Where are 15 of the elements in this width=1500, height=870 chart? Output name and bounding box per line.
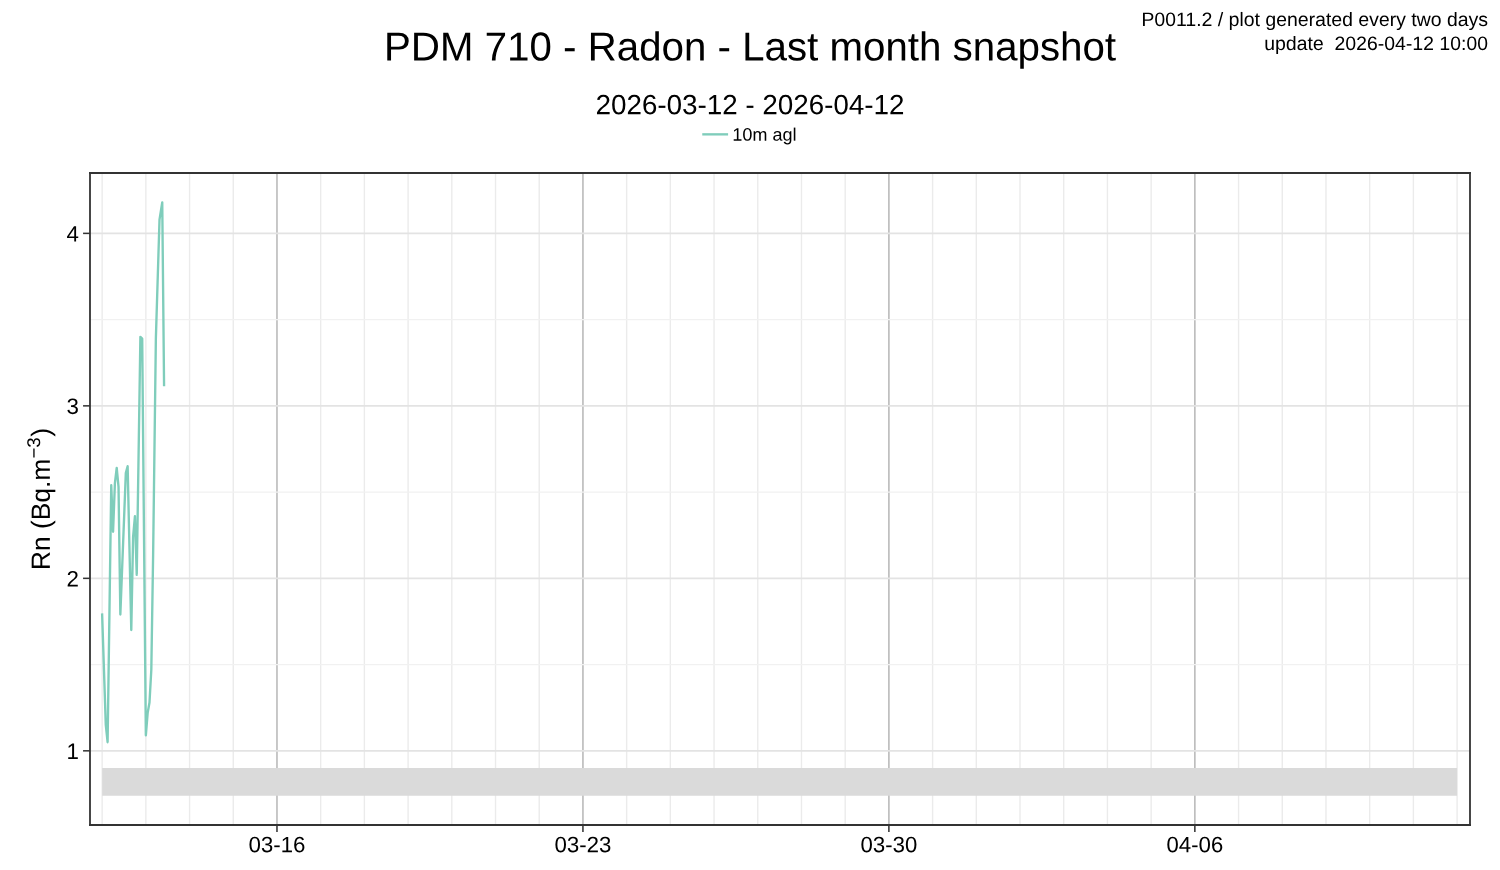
text: P0011.2 / plot generated every two days xyxy=(1142,11,1488,31)
y-tick-label: 1 xyxy=(68,743,78,759)
x-tick-label: 03-16 xyxy=(249,836,305,853)
chart-subtitle: 2026-03-12 - 2026-04-12 xyxy=(596,94,904,115)
y-tick-label: 3 xyxy=(67,398,78,415)
chart-title: PDM 710 - Radon - Last month snapshot xyxy=(387,31,1116,69)
y-tick-label: 4 xyxy=(67,226,79,242)
y-axis-title: Rn (Bq.m$^{−3}$) xyxy=(27,429,56,568)
text: update 2026-04-12 10:00 xyxy=(1265,35,1488,55)
x-tick-label: 03-23 xyxy=(555,836,611,853)
x-tick-label: 04-06 xyxy=(1167,836,1223,853)
line-series xyxy=(100,201,166,744)
x-tick-label: 03-30 xyxy=(861,836,917,853)
legend-label: 10m agl xyxy=(733,127,796,145)
y-tick-label: 2 xyxy=(67,570,78,587)
